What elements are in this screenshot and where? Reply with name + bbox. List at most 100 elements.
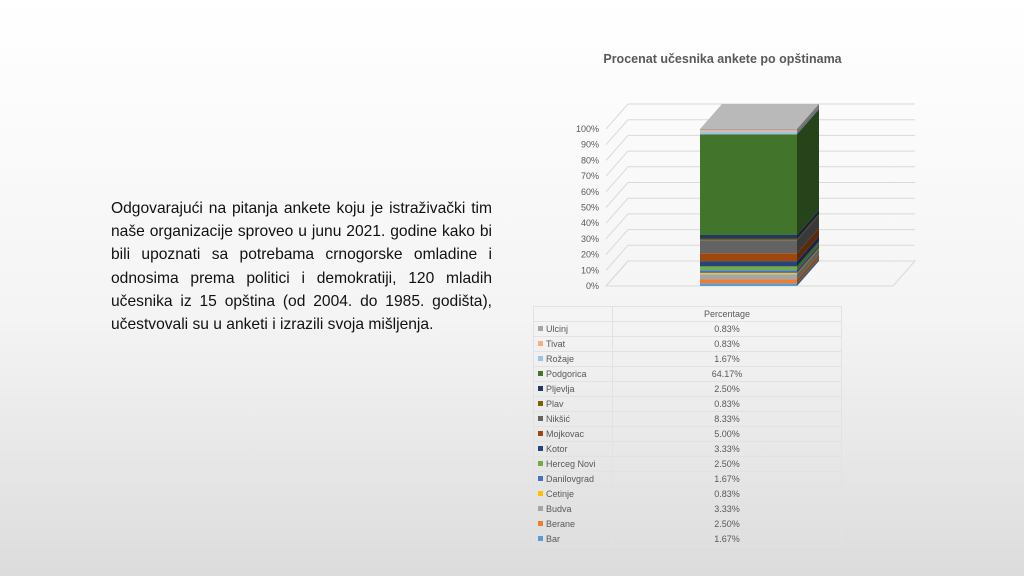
data-table-category-header: Percentage bbox=[613, 307, 842, 322]
bar-segment bbox=[700, 283, 797, 286]
bar-segment bbox=[700, 134, 797, 235]
legend-label: Mojkovac bbox=[546, 429, 584, 439]
legend-label: Bar bbox=[546, 534, 560, 544]
legend-label: Ulcinj bbox=[546, 324, 568, 334]
legend-key-swatch bbox=[538, 446, 543, 451]
legend-key-swatch bbox=[538, 506, 543, 511]
y-tick-label: 50% bbox=[581, 203, 599, 213]
bar-segment bbox=[700, 132, 797, 135]
data-value-cell: 2.50% bbox=[613, 457, 842, 472]
legend-label: Nikšić bbox=[546, 414, 570, 424]
data-value-cell: 0.83% bbox=[613, 397, 842, 412]
legend-key-swatch bbox=[538, 341, 543, 346]
data-table-row: Ulcinj 0.83% bbox=[534, 322, 842, 337]
data-table-row: Nikšić 8.33% bbox=[534, 412, 842, 427]
bar-segment bbox=[700, 261, 797, 266]
data-table-row: Plav 0.83% bbox=[534, 397, 842, 412]
data-table-row: Rožaje 1.67% bbox=[534, 352, 842, 367]
legend-label: Cetinje bbox=[546, 489, 574, 499]
legend-key-swatch bbox=[538, 521, 543, 526]
gridline-depth bbox=[606, 135, 628, 160]
legend-key-swatch bbox=[538, 401, 543, 406]
data-table-row: Podgorica 64.17% bbox=[534, 367, 842, 382]
data-table-row: Tivat 0.83% bbox=[534, 337, 842, 352]
data-value-cell: 1.67% bbox=[613, 352, 842, 367]
legend-label: Budva bbox=[546, 504, 572, 514]
legend-key-swatch bbox=[538, 386, 543, 391]
y-tick-label: 20% bbox=[581, 250, 599, 260]
legend-entry: Plav bbox=[534, 397, 613, 412]
bar-segment bbox=[700, 266, 797, 270]
gridline-depth bbox=[606, 167, 628, 192]
legend-entry: Budva bbox=[534, 502, 613, 517]
data-value-cell: 5.00% bbox=[613, 427, 842, 442]
data-table-row: Kotor 3.33% bbox=[534, 442, 842, 457]
bar-segment bbox=[700, 240, 797, 253]
bar-segment bbox=[700, 235, 797, 239]
gridline-depth bbox=[606, 104, 628, 129]
data-table-row: Pljevlja 2.50% bbox=[534, 382, 842, 397]
gridline-depth bbox=[606, 245, 628, 270]
y-tick-label: 100% bbox=[576, 124, 599, 134]
legend-key-swatch bbox=[538, 476, 543, 481]
legend-label: Kotor bbox=[546, 444, 568, 454]
legend-label: Rožaje bbox=[546, 354, 574, 364]
legend-entry: Rožaje bbox=[534, 352, 613, 367]
bar-segment bbox=[700, 274, 797, 279]
data-value-cell: 2.50% bbox=[613, 517, 842, 532]
data-value-cell: 2.50% bbox=[613, 382, 842, 397]
gridline-depth bbox=[606, 120, 628, 145]
legend-key-swatch bbox=[538, 326, 543, 331]
y-tick-label: 30% bbox=[581, 234, 599, 244]
bar-segment bbox=[700, 129, 797, 130]
data-table-row: Budva 3.33% bbox=[534, 502, 842, 517]
gridline-depth bbox=[606, 198, 628, 223]
bar-segment bbox=[700, 253, 797, 261]
legend-entry: Bar bbox=[534, 532, 613, 547]
data-value-cell: 1.67% bbox=[613, 532, 842, 547]
legend-entry: Tivat bbox=[534, 337, 613, 352]
y-tick-label: 40% bbox=[581, 218, 599, 228]
legend-key-swatch bbox=[538, 536, 543, 541]
bar-segment bbox=[700, 270, 797, 273]
legend-label: Berane bbox=[546, 519, 575, 529]
legend-label: Danilovgrad bbox=[546, 474, 594, 484]
chart-data-table: Percentage Ulcinj 0.83% Tivat 0.83% Rožaje 1.… bbox=[533, 306, 842, 547]
legend-key-swatch bbox=[538, 371, 543, 376]
legend-key-swatch bbox=[538, 461, 543, 466]
legend-entry: Berane bbox=[534, 517, 613, 532]
legend-label: Plav bbox=[546, 399, 564, 409]
data-table-row: Danilovgrad 1.67% bbox=[534, 472, 842, 487]
legend-entry: Podgorica bbox=[534, 367, 613, 382]
legend-entry: Herceg Novi bbox=[534, 457, 613, 472]
legend-label: Herceg Novi bbox=[546, 459, 596, 469]
legend-entry: Pljevlja bbox=[534, 382, 613, 397]
data-value-cell: 3.33% bbox=[613, 502, 842, 517]
data-value-cell: 8.33% bbox=[613, 412, 842, 427]
data-value-cell: 0.83% bbox=[613, 337, 842, 352]
data-table-row: Berane 2.50% bbox=[534, 517, 842, 532]
legend-entry: Ulcinj bbox=[534, 322, 613, 337]
gridline-depth bbox=[606, 230, 628, 255]
y-tick-label: 90% bbox=[581, 140, 599, 150]
gridline-depth bbox=[606, 183, 628, 208]
legend-entry: Kotor bbox=[534, 442, 613, 457]
bar-segment bbox=[700, 273, 797, 274]
y-tick-label: 60% bbox=[581, 187, 599, 197]
data-table-row: Bar 1.67% bbox=[534, 532, 842, 547]
data-value-cell: 64.17% bbox=[613, 367, 842, 382]
data-table-row: Herceg Novi 2.50% bbox=[534, 457, 842, 472]
data-table-row: Cetinje 0.83% bbox=[534, 487, 842, 502]
bar-segment bbox=[700, 239, 797, 240]
legend-entry: Cetinje bbox=[534, 487, 613, 502]
y-tick-label: 10% bbox=[581, 265, 599, 275]
legend-label: Podgorica bbox=[546, 369, 587, 379]
data-value-cell: 0.83% bbox=[613, 322, 842, 337]
legend-label: Tivat bbox=[546, 339, 565, 349]
bar-segment bbox=[700, 279, 797, 283]
legend-key-swatch bbox=[538, 416, 543, 421]
data-value-cell: 1.67% bbox=[613, 472, 842, 487]
legend-entry: Danilovgrad bbox=[534, 472, 613, 487]
y-tick-label: 80% bbox=[581, 155, 599, 165]
